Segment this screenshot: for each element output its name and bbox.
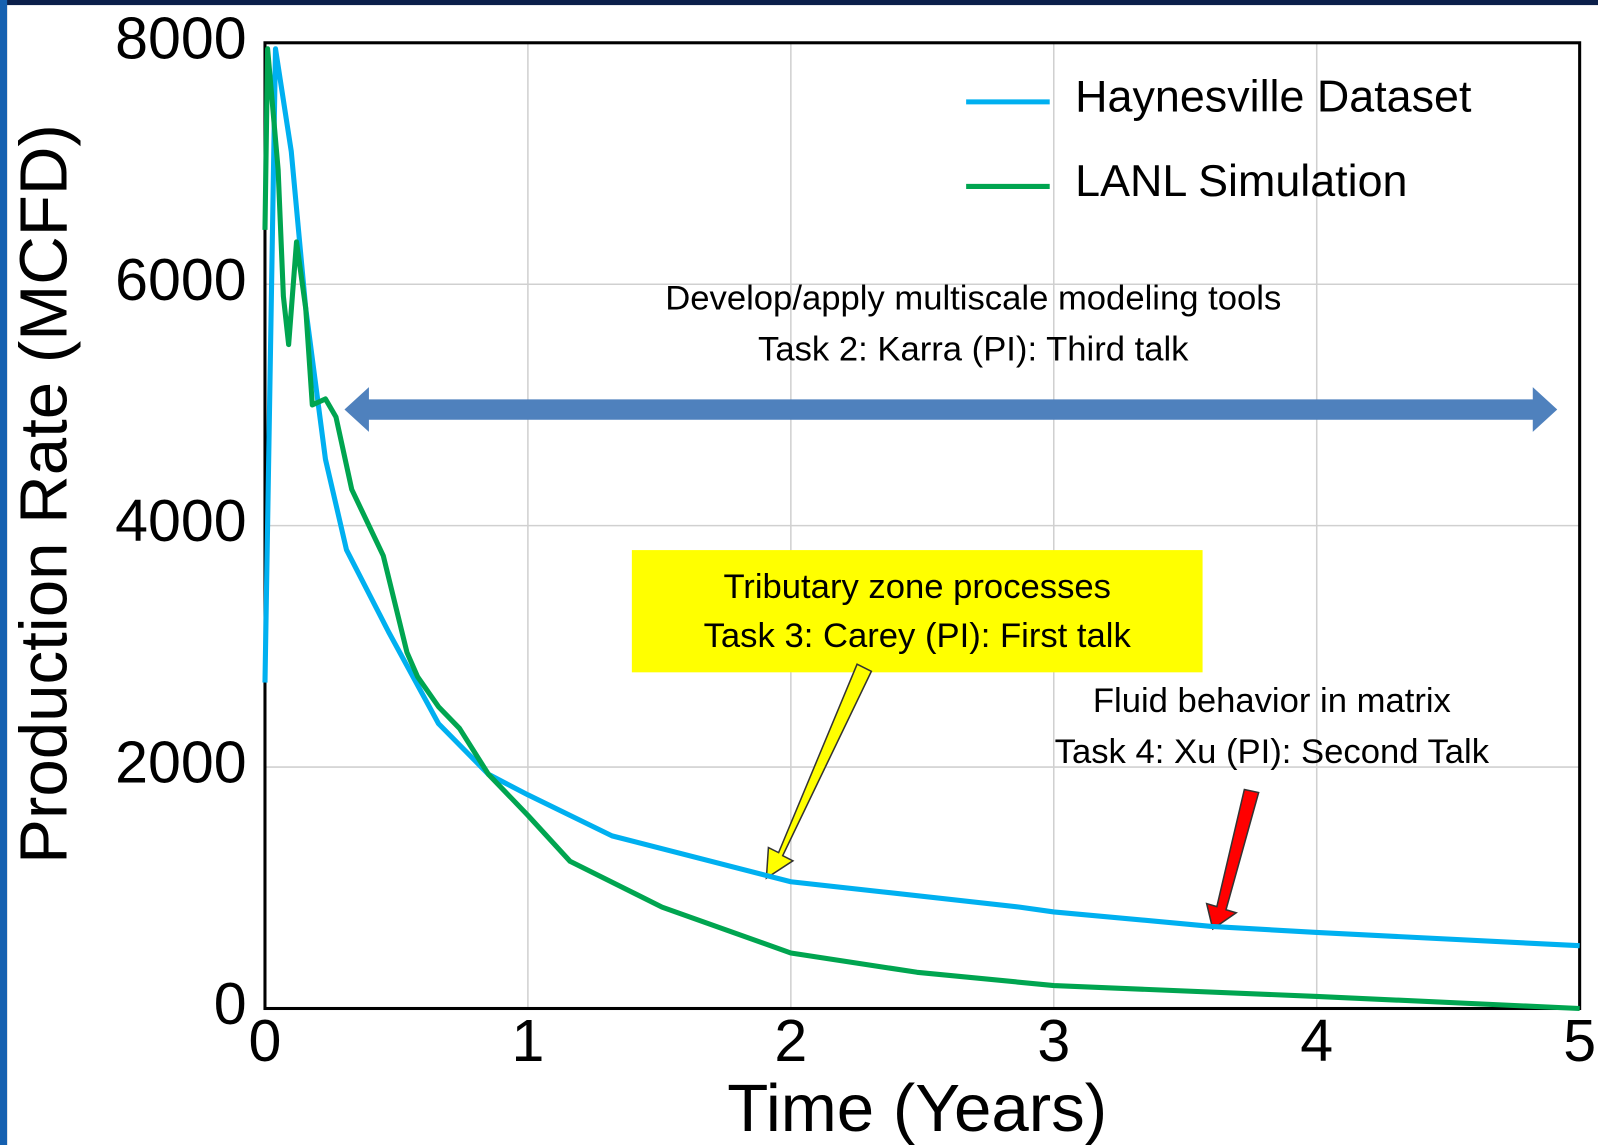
legend-label: Haynesville Dataset <box>1075 71 1472 122</box>
x-tick-label: 2 <box>774 1008 807 1074</box>
x-tick-label: 0 <box>249 1008 282 1074</box>
annotation: Task 4: Xu (PI): Second Talk <box>1055 733 1490 771</box>
legend-label: LANL Simulation <box>1075 155 1407 206</box>
annotation: Fluid behavior in matrix <box>1093 682 1451 720</box>
y-axis-title: Production Rate (MCFD) <box>7 124 82 864</box>
y-tick-label: 2000 <box>115 730 246 796</box>
side-strip <box>0 0 8 1145</box>
annotation: Tributary zone processes <box>723 568 1111 606</box>
x-tick-label: 3 <box>1037 1008 1070 1074</box>
x-tick-label: 4 <box>1300 1008 1333 1074</box>
series-line <box>262 46 1580 1012</box>
x-tick-label: 1 <box>511 1008 544 1074</box>
red-arrow <box>1205 788 1260 931</box>
annotation: Task 3: Carey (PI): First talk <box>704 617 1132 655</box>
annotation: Develop/apply multiscale modeling tools <box>665 280 1281 318</box>
plot-border <box>263 41 1582 1011</box>
y-tick-label: 0 <box>214 971 247 1037</box>
y-tick-label: 8000 <box>115 5 246 71</box>
highlight-box <box>631 550 1203 673</box>
annotation: Task 2: Karra (PI): Third talk <box>758 331 1189 369</box>
x-tick-label: 5 <box>1563 1008 1596 1074</box>
y-tick-label: 4000 <box>115 488 246 554</box>
y-tick-label: 6000 <box>115 247 246 313</box>
span-arrow <box>344 387 1558 432</box>
x-axis-title: Time (Years) <box>727 1071 1107 1145</box>
yellow-arrow <box>765 663 873 880</box>
